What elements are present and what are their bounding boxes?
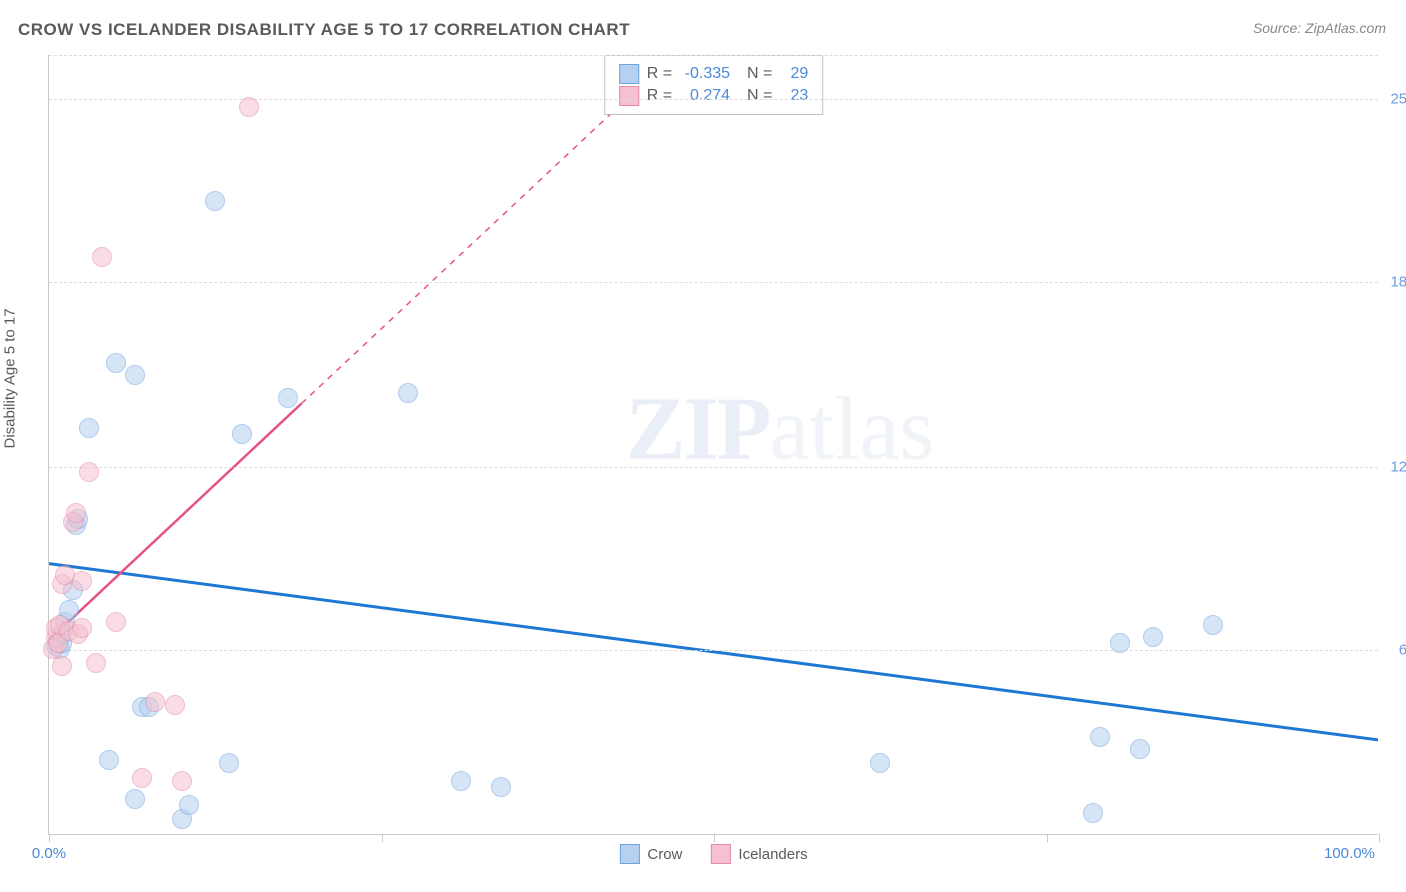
legend-swatch [710, 844, 730, 864]
watermark-zip: ZIP [625, 379, 769, 478]
data-point [99, 750, 119, 770]
x-tick [1379, 834, 1380, 842]
data-point [52, 656, 72, 676]
legend-label: Icelanders [738, 846, 807, 863]
data-point [232, 424, 252, 444]
data-point [398, 383, 418, 403]
source-attribution: Source: ZipAtlas.com [1253, 20, 1386, 36]
data-point [239, 97, 259, 117]
data-point [1130, 739, 1150, 759]
legend-item: Crow [619, 844, 682, 864]
legend-label: Crow [647, 846, 682, 863]
data-point [66, 503, 86, 523]
data-point [1083, 803, 1103, 823]
y-tick-label: 6.3% [1383, 641, 1406, 658]
data-point [1110, 633, 1130, 653]
legend-swatch [619, 844, 639, 864]
y-tick-label: 12.5% [1383, 459, 1406, 476]
grid-line [49, 55, 1378, 56]
legend-r-label: R = [647, 65, 672, 83]
y-axis-label: Disability Age 5 to 17 [2, 308, 19, 448]
data-point [1203, 615, 1223, 635]
series-legend: Crow Icelanders [619, 844, 807, 864]
legend-row: R = 0.274 N = 23 [619, 86, 809, 106]
legend-r-value: 0.274 [680, 87, 730, 105]
data-point [870, 753, 890, 773]
legend-r-label: R = [647, 87, 672, 105]
x-tick-label: 100.0% [1324, 845, 1375, 862]
data-point [125, 789, 145, 809]
legend-n-label: N = [738, 65, 772, 83]
y-tick-label: 18.8% [1383, 273, 1406, 290]
data-point [79, 462, 99, 482]
data-point [106, 612, 126, 632]
data-point [451, 771, 471, 791]
data-point [92, 247, 112, 267]
legend-swatch [619, 64, 639, 84]
data-point [132, 768, 152, 788]
data-point [1143, 627, 1163, 647]
trend-line [49, 564, 1378, 740]
legend-n-value: 29 [780, 65, 808, 83]
grid-line [49, 467, 1378, 468]
data-point [219, 753, 239, 773]
data-point [72, 618, 92, 638]
data-point [172, 771, 192, 791]
trend-lines-svg [49, 55, 1378, 834]
data-point [106, 353, 126, 373]
data-point [179, 795, 199, 815]
grid-line [49, 650, 1378, 651]
legend-swatch [619, 86, 639, 106]
data-point [278, 388, 298, 408]
watermark: ZIPatlas [625, 377, 934, 480]
legend-n-value: 23 [780, 87, 808, 105]
legend-item: Icelanders [710, 844, 807, 864]
data-point [165, 695, 185, 715]
data-point [125, 365, 145, 385]
x-tick [1047, 834, 1048, 842]
chart-title: CROW VS ICELANDER DISABILITY AGE 5 TO 17… [18, 20, 630, 40]
watermark-atlas: atlas [769, 379, 934, 478]
legend-row: R = -0.335 N = 29 [619, 64, 809, 84]
data-point [1090, 727, 1110, 747]
data-point [491, 777, 511, 797]
x-tick [382, 834, 383, 842]
legend-n-label: N = [738, 87, 772, 105]
data-point [145, 692, 165, 712]
grid-line [49, 282, 1378, 283]
data-point [72, 571, 92, 591]
y-tick-label: 25.0% [1383, 91, 1406, 108]
data-point [86, 653, 106, 673]
data-point [79, 418, 99, 438]
x-tick [714, 834, 715, 842]
x-tick [49, 834, 50, 842]
x-tick-label: 0.0% [32, 845, 66, 862]
plot-area: ZIPatlas R = -0.335 N = 29R = 0.274 N = … [48, 55, 1378, 835]
data-point [205, 191, 225, 211]
legend-r-value: -0.335 [680, 65, 730, 83]
correlation-legend: R = -0.335 N = 29R = 0.274 N = 23 [604, 55, 824, 115]
